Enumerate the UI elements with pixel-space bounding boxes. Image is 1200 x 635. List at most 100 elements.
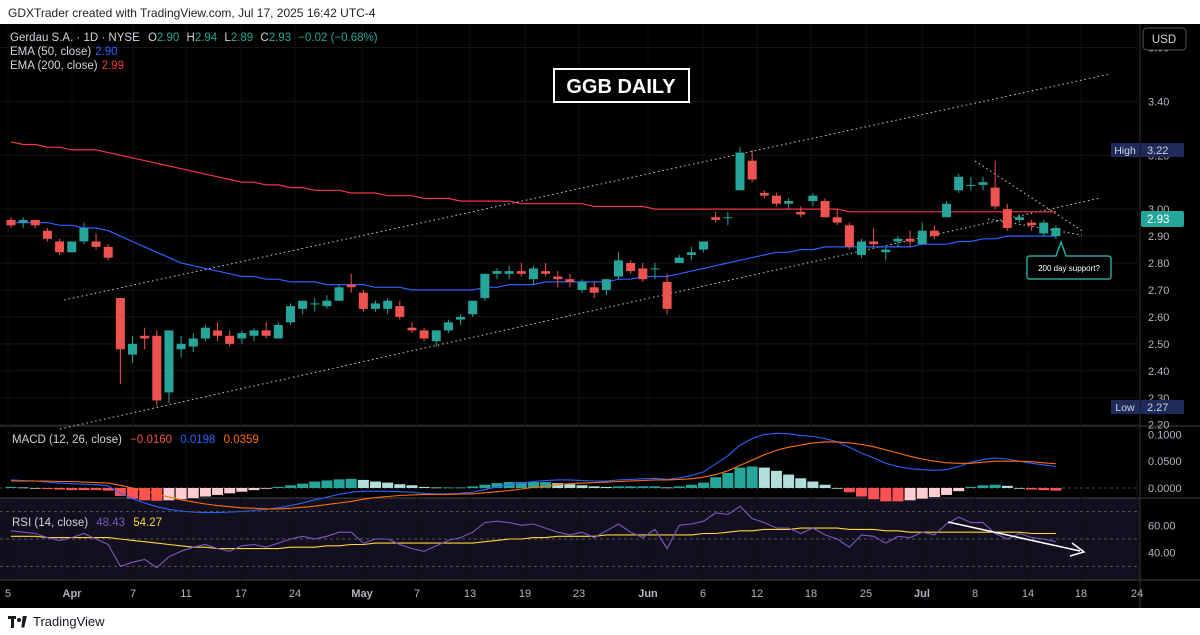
macd-histogram-bar: [1038, 487, 1050, 491]
candle-body: [213, 330, 223, 336]
currency-button[interactable]: [1142, 27, 1187, 51]
upper-channel-line: [63, 73, 1111, 301]
time-tick-label: 19: [519, 588, 531, 600]
candle-body: [103, 246, 113, 258]
macd-histogram-bar: [673, 486, 685, 488]
time-tick-label: 7: [414, 588, 420, 600]
last-price-badge-value: 2.93: [1147, 214, 1169, 226]
macd-histogram-bar: [880, 487, 892, 502]
macd-signal-line: [11, 441, 1056, 510]
macd-histogram-bar: [442, 487, 454, 489]
time-tick-label: 11: [180, 588, 191, 600]
macd-histogram-bar: [843, 487, 855, 493]
ema200-legend: EMA (200, close) 2.99: [10, 60, 124, 72]
macd-histogram-bar: [187, 487, 199, 499]
macd-histogram-bar: [41, 487, 53, 490]
candle-body: [492, 271, 502, 274]
macd-histogram-bar: [1026, 487, 1038, 490]
macd-histogram-bar: [102, 487, 114, 491]
candle-body: [857, 241, 866, 255]
time-tick-label: Jun: [638, 588, 658, 600]
macd-histogram-bar: [685, 484, 697, 488]
high-badge-label: High: [1114, 145, 1136, 157]
candlesticks: [6, 147, 1061, 406]
macd-histogram-bar: [722, 472, 734, 488]
macd-histogram-bar: [588, 486, 600, 488]
ema200-line: [10, 141, 1056, 213]
macd-histogram-bar: [746, 466, 758, 488]
macd-histogram-bar: [272, 486, 284, 488]
candle-body: [893, 238, 903, 242]
time-tick-label: 17: [235, 588, 247, 600]
last-price-badge-bg: [1141, 211, 1184, 227]
tradingview-logo[interactable]: TradingView: [8, 614, 105, 629]
attribution-text: GDXTrader created with TradingView.com, …: [8, 6, 376, 20]
chart-canvas[interactable]: 3.603.403.203.002.902.802.702.602.502.40…: [0, 24, 1200, 608]
macd-histogram-bar: [491, 483, 503, 488]
time-axis[interactable]: 5 Apr 7 11 17 24 May 7 13 19 23 Jun 6 12 18 25 Jul 8 14 18 2…: [5, 588, 1143, 600]
macd-histogram-bar: [625, 486, 637, 488]
candle-body: [784, 201, 794, 204]
macd-histogram-bar: [977, 485, 989, 488]
candle-body: [978, 182, 988, 185]
macd-histogram-bar: [515, 482, 527, 488]
macd-histogram-bar: [224, 487, 236, 494]
candle-body: [152, 335, 162, 401]
macd-histogram-bar: [248, 487, 260, 491]
macd-histogram-bar: [552, 483, 564, 488]
macd-histogram-bar: [66, 487, 78, 491]
candle-body: [504, 271, 514, 274]
macd-histogram-bar: [637, 486, 649, 488]
chart-area[interactable]: 3.603.403.203.002.902.802.702.602.502.40…: [0, 24, 1200, 608]
high-badge: High 3.22: [1111, 143, 1184, 157]
candle-body: [79, 228, 89, 242]
time-tick-label: Apr: [63, 588, 83, 600]
candle-body: [42, 230, 52, 239]
time-tick-label: Jul: [914, 588, 930, 600]
candle-body: [249, 330, 259, 336]
last-price-badge: 2.93: [1141, 211, 1184, 227]
macd-histogram-bar: [29, 487, 41, 489]
macd-histogram-bar: [941, 487, 953, 495]
candle-body: [869, 241, 879, 245]
candle-body: [310, 303, 320, 305]
candle-body: [371, 303, 380, 309]
candle-body: [443, 322, 453, 331]
high-badge-value-bg: [1141, 143, 1184, 157]
macd-histogram-bar: [333, 479, 345, 488]
macd-histogram-bar: [710, 477, 722, 488]
candle-body: [516, 271, 526, 274]
macd-histogram-bar: [613, 486, 624, 488]
rsi-trend-arrow-head: [1069, 542, 1086, 557]
rsi-line: [10, 505, 1057, 569]
macd-histogram-bar: [90, 487, 102, 491]
candle-body: [1027, 222, 1037, 226]
time-tick-label: May: [351, 588, 373, 600]
candle-body: [917, 230, 927, 245]
rsi-legend: RSI (14, close) 48.43 54.27: [12, 517, 162, 529]
macd-tick-label: 0.0000: [1148, 483, 1182, 495]
tradingview-logo-icon: [8, 615, 28, 628]
candle-body: [723, 217, 733, 219]
candle-body: [395, 306, 405, 317]
price-axis[interactable]: 3.603.403.203.002.902.802.702.602.502.40…: [1148, 42, 1182, 559]
macd-histogram-bar: [54, 487, 66, 490]
low-badge-label-bg: [1111, 400, 1140, 414]
title-box[interactable]: [553, 68, 690, 103]
candle-body: [346, 284, 356, 288]
time-tick-label: 6: [700, 588, 706, 600]
candle-body: [796, 211, 806, 215]
macd-histogram-bar: [309, 481, 321, 488]
macd-histogram-bar: [370, 481, 381, 488]
macd-histogram-bar: [600, 486, 612, 488]
candle-body: [905, 238, 915, 242]
macd-histogram-bar: [831, 487, 843, 489]
macd-histogram-bar: [479, 484, 491, 488]
candle-body: [6, 219, 16, 226]
price-tick-label: 2.40: [1148, 366, 1169, 378]
candle-body: [565, 279, 575, 282]
annotation-callout[interactable]: 200 day support?: [1026, 239, 1112, 280]
macd-histogram-bar: [127, 487, 138, 499]
price-tick-label: 2.80: [1148, 258, 1169, 270]
ema-lines: [10, 141, 1056, 291]
